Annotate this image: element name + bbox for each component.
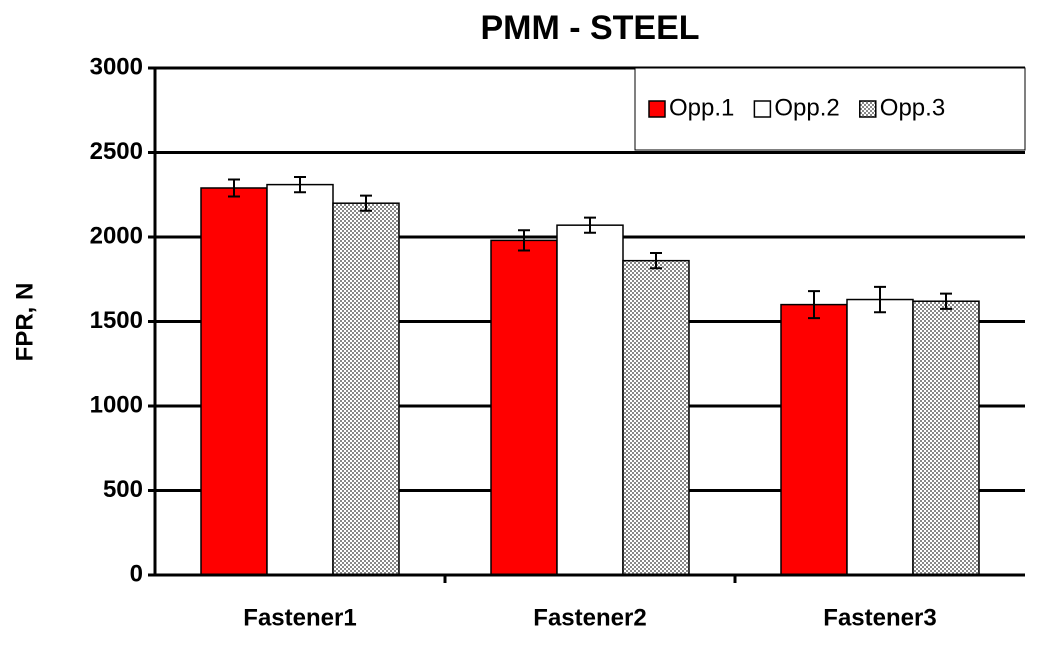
- legend-label: Opp.1: [669, 94, 734, 121]
- bar: [556, 224, 624, 576]
- error-bar: [940, 292, 952, 310]
- x-tick-label: Fastener1: [243, 604, 356, 631]
- error-bar: [650, 252, 662, 270]
- bar: [200, 187, 268, 576]
- legend-label: Opp.3: [880, 94, 945, 121]
- y-tick-label: 2000: [90, 222, 143, 249]
- y-tick-label: 500: [103, 476, 143, 503]
- bar: [622, 259, 690, 576]
- error-bar: [874, 285, 886, 314]
- error-bar: [228, 178, 240, 198]
- y-tick-label: 2500: [90, 138, 143, 165]
- legend-box: [634, 67, 1026, 151]
- chart-title: PMM - STEEL: [480, 9, 699, 47]
- x-tick-label: Fastener3: [823, 604, 936, 631]
- error-bar: [294, 176, 306, 194]
- y-tick-label: 1500: [90, 307, 143, 334]
- error-bar: [360, 194, 372, 212]
- bar: [780, 303, 848, 576]
- legend-label: Opp.2: [774, 94, 839, 121]
- y-axis-label: FPR, N: [11, 283, 38, 362]
- y-tick-label: 1000: [90, 391, 143, 418]
- bar: [912, 300, 980, 576]
- bar: [490, 239, 558, 576]
- legend-swatch: [753, 100, 772, 118]
- y-tick-label: 0: [130, 560, 143, 587]
- legend-swatch: [859, 100, 877, 118]
- error-bar: [808, 290, 820, 320]
- error-bar: [518, 229, 530, 252]
- bar: [266, 183, 334, 576]
- legend-swatch: [648, 100, 666, 118]
- error-bar: [584, 216, 596, 234]
- bar: [846, 298, 914, 576]
- bar: [332, 202, 400, 576]
- y-tick-label: 3000: [90, 53, 143, 80]
- x-tick-label: Fastener2: [533, 604, 646, 631]
